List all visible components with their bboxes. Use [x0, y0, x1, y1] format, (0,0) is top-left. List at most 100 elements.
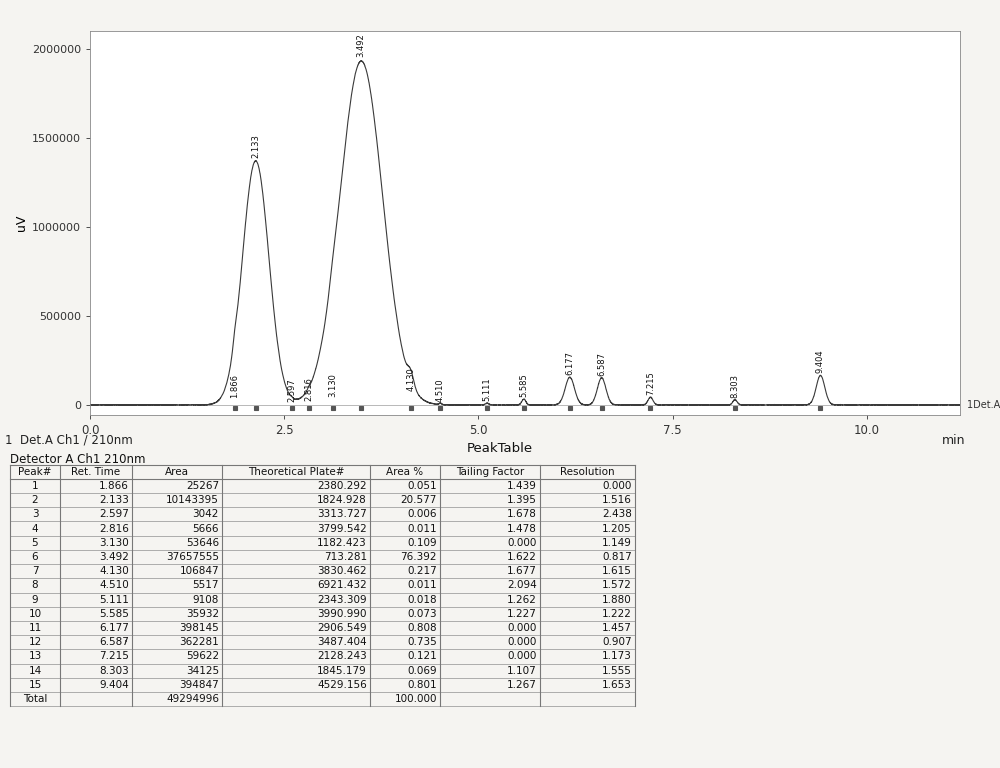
Text: 53646: 53646 — [186, 538, 219, 548]
Text: Area: Area — [165, 467, 189, 477]
Text: 12: 12 — [28, 637, 42, 647]
Text: 1.107: 1.107 — [507, 666, 537, 676]
Text: 7.215: 7.215 — [646, 372, 655, 395]
Text: 2343.309: 2343.309 — [317, 594, 367, 604]
Text: 4.130: 4.130 — [99, 566, 129, 576]
Text: 6.587: 6.587 — [99, 637, 129, 647]
Text: 3.492: 3.492 — [99, 552, 129, 562]
Text: 6.177: 6.177 — [565, 351, 574, 375]
Text: 0.817: 0.817 — [602, 552, 632, 562]
Text: 1845.179: 1845.179 — [317, 666, 367, 676]
Text: 3.130: 3.130 — [99, 538, 129, 548]
Text: 8.303: 8.303 — [99, 666, 129, 676]
Text: 2: 2 — [32, 495, 38, 505]
Text: 1.677: 1.677 — [507, 566, 537, 576]
Text: 0.051: 0.051 — [407, 481, 437, 491]
Text: 2128.243: 2128.243 — [317, 651, 367, 661]
Text: 5.111: 5.111 — [483, 377, 492, 401]
Text: 6: 6 — [32, 552, 38, 562]
Text: Tailing Factor: Tailing Factor — [456, 467, 524, 477]
Text: 0.801: 0.801 — [407, 680, 437, 690]
Text: 362281: 362281 — [179, 637, 219, 647]
Text: 1.262: 1.262 — [507, 594, 537, 604]
Text: 14: 14 — [28, 666, 42, 676]
Text: 6.177: 6.177 — [99, 623, 129, 633]
Text: 1.439: 1.439 — [507, 481, 537, 491]
Text: 0.006: 0.006 — [408, 509, 437, 519]
Text: 2.816: 2.816 — [99, 524, 129, 534]
Text: 1.478: 1.478 — [507, 524, 537, 534]
Text: 0.000: 0.000 — [508, 623, 537, 633]
Text: 2.133: 2.133 — [99, 495, 129, 505]
Text: 11: 11 — [28, 623, 42, 633]
Text: 15: 15 — [28, 680, 42, 690]
Text: 2.597: 2.597 — [287, 379, 296, 402]
Text: 1: 1 — [32, 481, 38, 491]
Text: •: • — [124, 639, 128, 645]
Text: 3830.462: 3830.462 — [317, 566, 367, 576]
Text: 713.281: 713.281 — [324, 552, 367, 562]
Text: 2.094: 2.094 — [507, 581, 537, 591]
Text: 0.735: 0.735 — [407, 637, 437, 647]
Text: 0.069: 0.069 — [407, 666, 437, 676]
Text: 5.585: 5.585 — [99, 609, 129, 619]
Text: 1.678: 1.678 — [507, 509, 537, 519]
Text: 1  Det.A Ch1 / 210nm: 1 Det.A Ch1 / 210nm — [5, 434, 133, 447]
Text: 0.000: 0.000 — [508, 538, 537, 548]
Text: 35932: 35932 — [186, 609, 219, 619]
Text: 10143395: 10143395 — [166, 495, 219, 505]
Text: 1.173: 1.173 — [602, 651, 632, 661]
Text: 4529.156: 4529.156 — [317, 680, 367, 690]
Text: 9.404: 9.404 — [99, 680, 129, 690]
Text: 2906.549: 2906.549 — [317, 623, 367, 633]
Text: Area %: Area % — [386, 467, 424, 477]
Text: 1182.423: 1182.423 — [317, 538, 367, 548]
Text: 5.111: 5.111 — [99, 594, 129, 604]
Text: 49294996: 49294996 — [166, 694, 219, 704]
Text: 0.000: 0.000 — [508, 651, 537, 661]
Text: 9.404: 9.404 — [816, 349, 825, 373]
Text: 6.587: 6.587 — [597, 352, 606, 376]
Text: 0.121: 0.121 — [407, 651, 437, 661]
Text: 4: 4 — [32, 524, 38, 534]
Text: 1.516: 1.516 — [602, 495, 632, 505]
Text: 5.585: 5.585 — [519, 373, 528, 397]
Text: 1.866: 1.866 — [99, 481, 129, 491]
Text: 1.555: 1.555 — [602, 666, 632, 676]
Text: 37657555: 37657555 — [166, 552, 219, 562]
Text: 394847: 394847 — [179, 680, 219, 690]
Text: 6921.432: 6921.432 — [317, 581, 367, 591]
Text: 10: 10 — [28, 609, 42, 619]
Text: 3.492: 3.492 — [357, 34, 366, 58]
Text: 3990.990: 3990.990 — [318, 609, 367, 619]
Text: 2.438: 2.438 — [602, 509, 632, 519]
Text: 5666: 5666 — [192, 524, 219, 534]
Text: Peak#: Peak# — [18, 467, 52, 477]
Text: 3313.727: 3313.727 — [317, 509, 367, 519]
Text: 1.615: 1.615 — [602, 566, 632, 576]
Text: Detector A Ch1 210nm: Detector A Ch1 210nm — [10, 453, 146, 466]
Text: 3: 3 — [32, 509, 38, 519]
Text: 0.073: 0.073 — [407, 609, 437, 619]
Text: 25267: 25267 — [186, 481, 219, 491]
Text: min: min — [942, 434, 965, 447]
Text: 0.907: 0.907 — [602, 637, 632, 647]
Text: Resolution: Resolution — [560, 467, 615, 477]
Text: 1.880: 1.880 — [602, 594, 632, 604]
Text: 1.267: 1.267 — [507, 680, 537, 690]
Text: 7: 7 — [32, 566, 38, 576]
Text: 1.149: 1.149 — [602, 538, 632, 548]
Text: 0.018: 0.018 — [407, 594, 437, 604]
Text: 20.577: 20.577 — [401, 495, 437, 505]
Text: Total: Total — [23, 694, 47, 704]
Text: 3487.404: 3487.404 — [317, 637, 367, 647]
Text: 1.222: 1.222 — [602, 609, 632, 619]
Text: 0.011: 0.011 — [407, 581, 437, 591]
Text: 106847: 106847 — [179, 566, 219, 576]
Text: 0.217: 0.217 — [407, 566, 437, 576]
Text: 34125: 34125 — [186, 666, 219, 676]
Text: 1Det.A Ch: 1Det.A Ch — [967, 400, 1000, 410]
Text: 2.133: 2.133 — [251, 134, 260, 158]
Text: 0.808: 0.808 — [407, 623, 437, 633]
Text: Ret. Time: Ret. Time — [71, 467, 121, 477]
